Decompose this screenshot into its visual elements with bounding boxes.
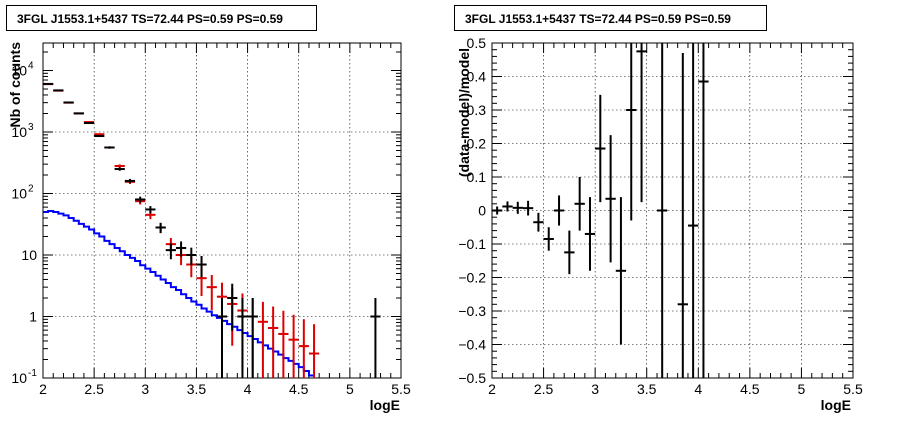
- right-x-tick-label: 2: [488, 381, 496, 397]
- right-x-tick-label: 3: [591, 381, 599, 397]
- left-y-tick-exponent: -1: [28, 368, 37, 379]
- left-x-tick-label: 5: [346, 381, 354, 397]
- left-x-tick-label: 5.5: [391, 381, 411, 397]
- left-y-tick-exponent: 4: [28, 61, 34, 72]
- left-x-tick-label: 3.5: [187, 381, 207, 397]
- right-y-tick-label: −0.2: [458, 270, 486, 286]
- right-x-tick-label: 3.5: [637, 381, 657, 397]
- right-y-tick-label: 0.5: [467, 35, 487, 51]
- left-y-tick-exponent: 3: [28, 122, 34, 133]
- left-y-tick-label: 1: [29, 309, 37, 325]
- right-x-tick-label: 4: [694, 381, 702, 397]
- right-x-tick-label: 5: [798, 381, 806, 397]
- right-y-axis-label: (data-model)/model: [456, 48, 472, 177]
- right-y-tick-label: 0.1: [467, 169, 487, 185]
- right-y-tick-label: 0.3: [467, 102, 487, 118]
- left-x-tick-label: 4.5: [289, 381, 309, 397]
- left-y-tick-label: 10: [11, 63, 27, 79]
- right-y-tick-label: −0.3: [458, 303, 486, 319]
- left-x-tick-label: 2.5: [84, 381, 104, 397]
- left-x-axis-label: logE: [370, 397, 400, 413]
- left-x-tick-label: 2: [39, 381, 47, 397]
- left-x-tick-label: 3: [141, 381, 149, 397]
- left-y-tick-label: 10: [11, 186, 27, 202]
- left-y-tick-label: 10: [11, 370, 27, 386]
- left-chart-title: 3FGL J1553.1+5437 TS=72.44 PS=0.59 PS=0.…: [6, 5, 317, 31]
- right-y-tick-label: −0.1: [458, 236, 486, 252]
- right-x-axis-label: logE: [821, 397, 851, 413]
- right-y-tick-label: 0.4: [467, 69, 487, 85]
- left-y-axis-label: Nb of counts: [7, 42, 23, 128]
- right-chart-title: 3FGL J1553.1+5437 TS=72.44 PS=0.59 PS=0.…: [454, 5, 767, 31]
- left-y-tick-label: 10: [11, 124, 27, 140]
- right-y-tick-label: 0.2: [467, 136, 487, 152]
- right-x-tick-label: 5.5: [843, 381, 863, 397]
- right-x-tick-label: 4.5: [740, 381, 760, 397]
- background-model-line: [43, 209, 315, 377]
- right-y-tick-label: 0: [478, 203, 486, 219]
- right-x-tick-label: 2.5: [534, 381, 554, 397]
- left-y-tick-label: 10: [21, 247, 37, 263]
- left-x-tick-label: 4: [244, 381, 252, 397]
- right-y-tick-label: −0.4: [458, 337, 486, 353]
- right-y-tick-label: −0.5: [458, 370, 486, 386]
- left-y-tick-exponent: 2: [28, 184, 34, 195]
- residuals-chart: 2 2.5 3 3.5 4 4.5 5 5.5 −0.5 −0.4 −0.3 −0.2 −0.1 0 0.1…: [456, 35, 863, 413]
